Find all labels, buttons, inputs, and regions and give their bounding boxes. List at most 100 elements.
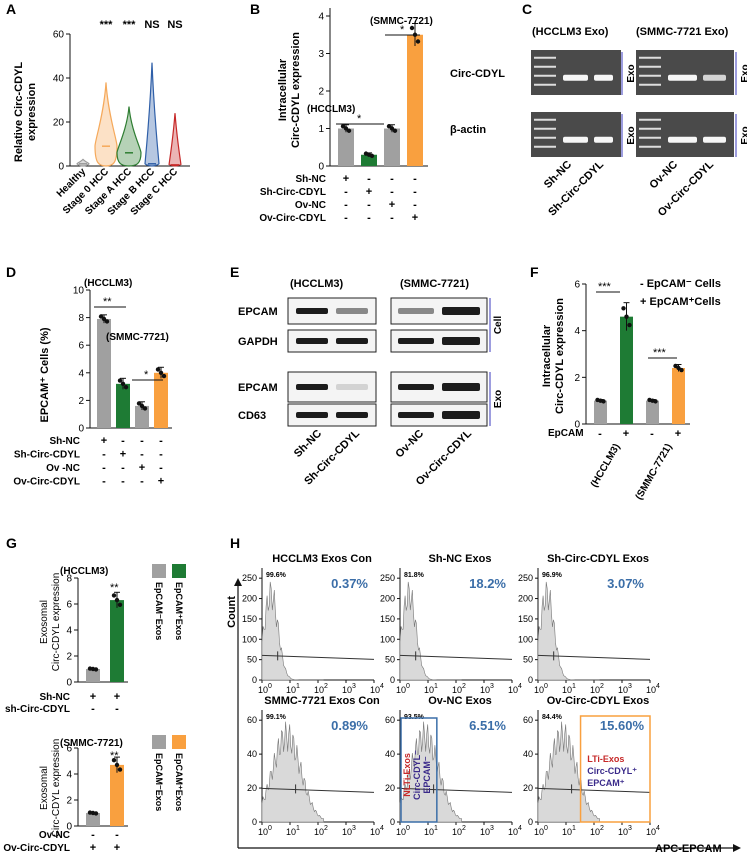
xtick-label: 10 [452, 827, 462, 837]
xtick-label: 10 [342, 827, 352, 837]
panel-f-xrow-label: EpCAM [548, 428, 584, 439]
blot-band [442, 411, 480, 419]
ytick-label: 6 [574, 280, 580, 291]
ytick-label: 100 [380, 634, 395, 644]
xtick-label: 10 [314, 685, 324, 695]
condition-sign: - [159, 462, 163, 474]
ytick-label: 6 [66, 600, 72, 611]
panel-d-condition-table: Sh-NC + - - -Sh-Circ-CDYL - + - -Ov -NC - - + -Ov-Ci… [13, 435, 164, 488]
panel-g-top-ylabel-2: Circ-CDYL expression [51, 573, 62, 672]
panel-h-xlabel: APC-EPCAM [655, 843, 722, 855]
panel-g-bottom-bars [86, 756, 124, 826]
panel-a-ylabel-2: expression [26, 83, 38, 141]
panel-f-signs: - + - + [598, 428, 681, 440]
condition-sign: - [390, 186, 394, 198]
panel-e-group-1: (HCCLM3) [290, 278, 343, 290]
panel-g-top-point-1 [111, 593, 117, 598]
condition-sign: - [140, 435, 144, 447]
histogram-curve [537, 721, 600, 823]
ytick-label: 4 [66, 770, 72, 781]
xtick-exponent: 4 [518, 825, 522, 832]
ytick-label: 40 [247, 749, 257, 759]
ytick-label: 0 [78, 424, 84, 435]
panel-b-star-2: * [400, 24, 405, 36]
panel-g-top-point-1 [114, 597, 120, 603]
panel-label-e: E [230, 264, 239, 280]
ytick-label: 0 [390, 817, 395, 827]
violin-0 [76, 158, 90, 167]
xtick-label: 10 [562, 685, 572, 695]
significance-mark: *** [100, 19, 114, 31]
panel-g-top-bar-1 [110, 600, 124, 682]
xtick-exponent: 2 [600, 683, 604, 690]
ytick-label: 2 [318, 87, 324, 98]
panel-d-bar-0 [97, 318, 111, 428]
ytick-label: 2 [574, 373, 580, 384]
histogram-curve [399, 721, 462, 823]
xtick-exponent: 0 [544, 825, 548, 832]
condition-sign: + [114, 842, 120, 854]
panel-d-bar-3 [154, 372, 168, 428]
condition-sign: + [158, 476, 164, 488]
xtick-exponent: 2 [600, 825, 604, 832]
plot-title: SMMC-7721 Exos Con [264, 695, 380, 707]
panel-d-point-0 [98, 314, 104, 319]
plot-title: Ov-Circ-CDYL Exos [547, 695, 650, 707]
ytick-label: 100 [518, 634, 533, 644]
ytick-label: 8 [66, 574, 72, 585]
violin-1 [94, 82, 118, 167]
xtick-label: 10 [396, 685, 406, 695]
histogram-curve [399, 581, 462, 681]
xtick-exponent: 0 [406, 825, 410, 832]
positive-percent: 15.60% [600, 718, 645, 733]
blot-band [296, 308, 328, 314]
ytick-label: 3 [318, 49, 324, 60]
ytick-label: 150 [518, 614, 533, 624]
condition-label: Sh-NC [295, 174, 326, 185]
blot-band [442, 337, 480, 345]
ytick-label: 2 [78, 396, 84, 407]
ytick-label: 40 [523, 749, 533, 759]
panel-g-top-ylabel-1: Exosomal [39, 600, 50, 644]
plot-title: HCCLM3 Exos Con [272, 553, 372, 565]
violin-3 [144, 62, 160, 167]
significance-mark: *** [123, 19, 137, 31]
condition-sign: + [114, 691, 120, 703]
xtick-label: 10 [534, 827, 544, 837]
ladder-band [534, 127, 556, 130]
legend-swatch [172, 735, 186, 749]
panel-c: C (HCCLM3 Exo) (SMMC-7721 Exo) Circ-CDYL… [450, 1, 747, 219]
ladder-band [534, 136, 556, 139]
blot-band [336, 384, 368, 390]
blot-band [296, 384, 328, 390]
blot-box [287, 371, 377, 403]
xtick-label: 10 [286, 685, 296, 695]
panel-label-h: H [230, 535, 240, 551]
condition-label: Sh-Circ-CDYL [14, 450, 80, 461]
panel-h-x-arrowhead [733, 844, 741, 852]
panel-c-row-1: Circ-CDYL [450, 68, 505, 80]
panel-label-f: F [530, 264, 539, 280]
panel-g-bottom-bar-1 [110, 764, 124, 826]
panel-b-group-2: (SMMC-7721) [370, 16, 433, 27]
epcam-sign: - [650, 428, 654, 440]
lti-annotation: LTi-Exos [587, 754, 624, 764]
xtick-exponent: 3 [628, 683, 632, 690]
panel-f-star-1: *** [598, 281, 612, 293]
gate-percent: 99.1% [266, 714, 287, 721]
sample-band [703, 74, 726, 81]
gate-line [399, 787, 513, 793]
condition-label: Ov-Circ-CDYL [3, 843, 70, 854]
xtick-exponent: 4 [380, 683, 384, 690]
ytick-label: 0 [66, 822, 72, 833]
panel-b-ylabel-2: Circ-CDYL expression [290, 32, 302, 148]
ytick-label: 200 [380, 594, 395, 604]
legend-swatch [172, 564, 186, 578]
exo-label: Exo [740, 64, 747, 82]
gate-percent: 96.9% [542, 572, 563, 579]
panel-b-condition-table: Sh-NC + - - -Sh-Circ-CDYL - + - -Ov-NC - - + -Ov-Cir… [259, 173, 418, 224]
condition-sign: - [367, 199, 371, 211]
xtick-label: 10 [424, 827, 434, 837]
